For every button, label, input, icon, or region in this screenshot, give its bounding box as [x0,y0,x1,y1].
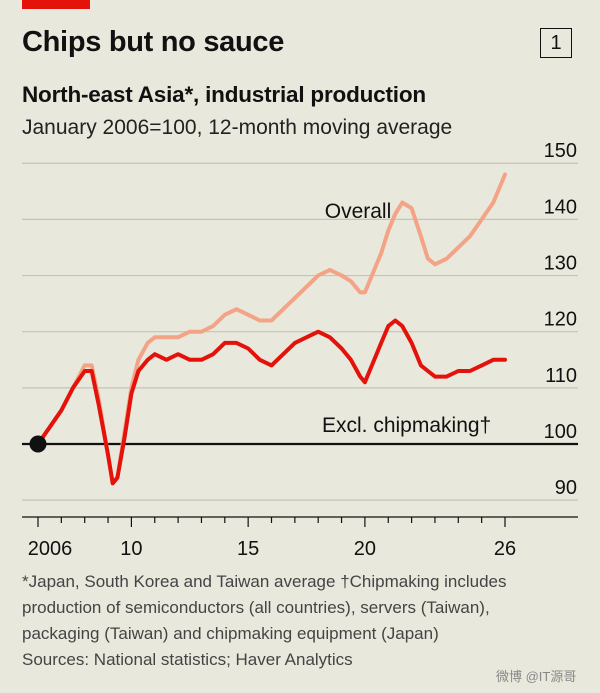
chart-subtitle: North-east Asia*, industrial production [22,82,426,107]
y-tick-label: 150 [544,140,577,162]
series-label-excl-chipmaking: Excl. chipmaking† [322,414,491,437]
y-tick-label: 130 [544,253,577,275]
footnote: *Japan, South Korea and Taiwan average †… [22,569,592,673]
series-label-overall: Overall [325,200,392,223]
chart-title: Chips but no sauce [22,26,285,58]
y-tick-label: 100 [544,421,577,443]
chart-number-badge: 1 [540,28,572,58]
y-tick-label: 90 [555,477,577,499]
excl-chipmaking-series-line [36,318,507,486]
x-tick-label: 2006 [28,538,73,560]
chart-units-label: January 2006=100, 12-month moving averag… [22,116,453,139]
watermark: 微博 @IT源哥 [496,669,577,684]
footnote-line: packaging (Taiwan) and chipmaking equipm… [22,624,439,643]
x-tick-label: 15 [237,538,259,560]
y-tick-label: 140 [544,196,577,218]
start-point-marker [29,435,47,453]
x-tick-label: 20 [354,538,376,560]
y-tick-label: 110 [545,365,577,387]
brand-accent-bar [22,0,90,9]
x-tick-label: 10 [120,538,142,560]
x-tick-label: 26 [494,538,516,560]
footnote-line: production of semiconductors (all countr… [22,598,490,617]
y-tick-label: 120 [544,309,577,331]
footnote-line: *Japan, South Korea and Taiwan average †… [22,572,507,591]
sources-line: Sources: National statistics; Haver Anal… [22,650,353,669]
